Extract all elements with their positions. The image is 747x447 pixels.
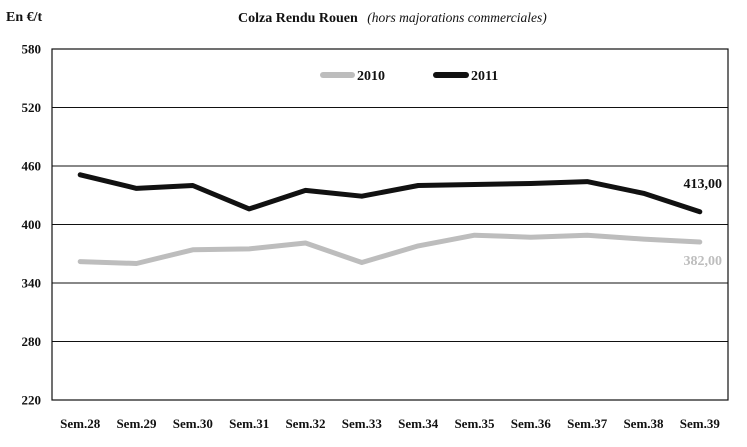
data-labels: 382,00 413,00 bbox=[684, 177, 723, 269]
series-line-2011 bbox=[77, 172, 703, 215]
x-tick-label: Sem.34 bbox=[398, 416, 439, 431]
end-value-label-2010: 382,00 bbox=[684, 254, 723, 269]
legend-label-2011: 2011 bbox=[471, 69, 498, 84]
chart-subtitle: (hors majorations commerciales) bbox=[367, 10, 547, 25]
y-tick-label: 400 bbox=[22, 217, 42, 232]
y-tick-label: 280 bbox=[22, 334, 42, 349]
x-tick-label: Sem.30 bbox=[173, 416, 213, 431]
legend-label-2010: 2010 bbox=[357, 69, 385, 84]
x-tick-label: Sem.36 bbox=[511, 416, 552, 431]
axes: 220 280 340 400 460 520 580 Sem.28 Sem.29 Sem.30 S… bbox=[22, 42, 729, 431]
x-tick-label: Sem.37 bbox=[567, 416, 608, 431]
x-tick-label: Sem.32 bbox=[285, 416, 325, 431]
y-tick-label: 460 bbox=[22, 159, 42, 174]
x-tick-label: Sem.38 bbox=[623, 416, 664, 431]
x-tick-label: Sem.39 bbox=[680, 416, 721, 431]
series-lines bbox=[77, 172, 703, 266]
series-line-2010 bbox=[77, 232, 703, 266]
grid-lines bbox=[52, 48, 728, 401]
x-tick-label: Sem.33 bbox=[342, 416, 383, 431]
x-tick-label: Sem.29 bbox=[116, 416, 157, 431]
plot-frame bbox=[51, 48, 729, 401]
y-tick-label: 520 bbox=[22, 100, 42, 115]
y-tick-label: 580 bbox=[22, 42, 42, 57]
chart-title-block: Colza Rendu Rouen (hors majorations comm… bbox=[238, 10, 547, 27]
y-tick-label: 340 bbox=[22, 276, 42, 291]
end-value-label-2011: 413,00 bbox=[684, 177, 723, 192]
chart-title: Colza Rendu Rouen bbox=[238, 11, 358, 26]
y-axis-unit-label: En €/t bbox=[6, 10, 43, 25]
y-tick-label: 220 bbox=[22, 393, 42, 408]
legend: 2010 2011 bbox=[320, 69, 498, 84]
x-tick-label: Sem.31 bbox=[229, 416, 269, 431]
x-tick-label: Sem.35 bbox=[454, 416, 495, 431]
x-tick-label: Sem.28 bbox=[60, 416, 101, 431]
